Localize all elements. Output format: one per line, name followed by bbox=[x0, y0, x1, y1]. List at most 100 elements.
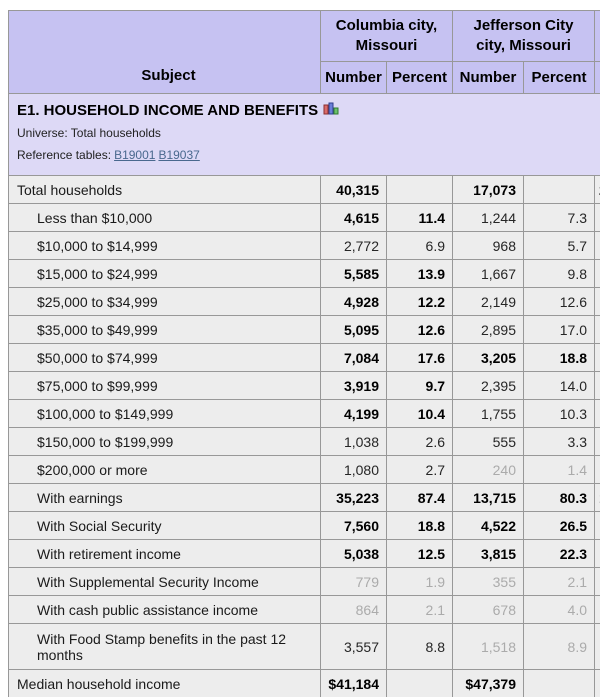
geography-header-row: Subject Columbia city, Missouri Jefferso… bbox=[8, 10, 600, 94]
next-column-partial-cell bbox=[594, 371, 600, 400]
percent-cell bbox=[386, 669, 453, 697]
number-cell: 17,073 bbox=[452, 175, 524, 204]
table-row: With retirement income 5,038 12.5 3,815 22.3 bbox=[8, 539, 600, 568]
percent-cell: 26.5 bbox=[522, 511, 596, 540]
row-label: Less than $10,000 bbox=[8, 203, 321, 232]
row-label: With retirement income bbox=[8, 539, 321, 568]
next-column-header-partial bbox=[594, 61, 600, 94]
universe-note: Universe: Total households bbox=[17, 126, 161, 140]
number-cell: 40,315 bbox=[320, 175, 387, 204]
table-row: $50,000 to $74,999 7,084 17.6 3,205 18.8 bbox=[8, 343, 600, 372]
number-cell: 4,615 bbox=[320, 203, 387, 232]
next-column-partial-cell bbox=[594, 539, 600, 568]
number-cell: 5,095 bbox=[320, 315, 387, 344]
percent-column-header: Percent bbox=[522, 61, 596, 94]
percent-cell: 4.0 bbox=[522, 595, 596, 624]
percent-cell: 2.1 bbox=[522, 567, 596, 596]
number-cell: 4,522 bbox=[452, 511, 524, 540]
reference-tables: Reference tables: B19001 B19037 bbox=[17, 148, 600, 162]
number-cell: 968 bbox=[452, 231, 524, 260]
next-column-partial-cell bbox=[594, 455, 600, 484]
next-column-partial-cell bbox=[594, 231, 600, 260]
row-label: With Supplemental Security Income bbox=[8, 567, 321, 596]
bar-chart-icon[interactable] bbox=[323, 101, 339, 119]
table-row: $150,000 to $199,999 1,038 2.6 555 3.3 bbox=[8, 427, 600, 456]
number-cell: 1,755 bbox=[452, 399, 524, 428]
table-row: With Food Stamp benefits in the past 12 … bbox=[8, 623, 600, 670]
table-row: $100,000 to $149,999 4,199 10.4 1,755 10.3 bbox=[8, 399, 600, 428]
next-column-partial-cell bbox=[594, 427, 600, 456]
number-cell: 1,244 bbox=[452, 203, 524, 232]
reference-link-b19037[interactable]: B19037 bbox=[158, 148, 200, 162]
percent-cell: 10.4 bbox=[386, 399, 453, 428]
next-column-partial-cell bbox=[594, 315, 600, 344]
next-column-partial-cell bbox=[594, 595, 600, 624]
next-column-partial-cell: 1 bbox=[594, 483, 600, 512]
reference-tables-label: Reference tables: bbox=[17, 148, 112, 162]
table-row: Median household income $41,184 $47,379 bbox=[8, 669, 600, 697]
row-label: $15,000 to $24,999 bbox=[8, 259, 321, 288]
row-label: $75,000 to $99,999 bbox=[8, 371, 321, 400]
measure-header-row: Number Percent Number Percent bbox=[9, 61, 600, 94]
number-cell: 5,585 bbox=[320, 259, 387, 288]
percent-cell: 1.4 bbox=[522, 455, 596, 484]
number-cell: 4,199 bbox=[320, 399, 387, 428]
reference-link-b19001[interactable]: B19001 bbox=[114, 148, 156, 162]
number-cell: 1,080 bbox=[320, 455, 387, 484]
percent-cell: 11.4 bbox=[386, 203, 453, 232]
number-cell: 3,919 bbox=[320, 371, 387, 400]
row-label: With Food Stamp benefits in the past 12 … bbox=[8, 623, 321, 670]
number-cell: $47,379 bbox=[452, 669, 524, 697]
next-column-partial-cell bbox=[594, 343, 600, 372]
row-label: Total households bbox=[8, 175, 321, 204]
number-column-header: Number bbox=[452, 61, 524, 94]
percent-cell bbox=[522, 669, 596, 697]
percent-cell: 1.9 bbox=[386, 567, 453, 596]
percent-column-header: Percent bbox=[386, 61, 453, 94]
row-label: $100,000 to $149,999 bbox=[8, 399, 321, 428]
number-cell: 555 bbox=[452, 427, 524, 456]
number-cell: 3,557 bbox=[320, 623, 387, 670]
percent-cell: 12.6 bbox=[386, 315, 453, 344]
percent-cell: 22.3 bbox=[522, 539, 596, 568]
row-label: $10,000 to $14,999 bbox=[8, 231, 321, 260]
percent-cell bbox=[386, 175, 453, 204]
number-cell: 1,038 bbox=[320, 427, 387, 456]
percent-cell: 18.8 bbox=[522, 343, 596, 372]
percent-cell: 5.7 bbox=[522, 231, 596, 260]
number-cell: 678 bbox=[452, 595, 524, 624]
percent-cell: 10.3 bbox=[522, 399, 596, 428]
income-benefits-table: Subject Columbia city, Missouri Jefferso… bbox=[7, 10, 600, 697]
percent-cell: 8.8 bbox=[386, 623, 453, 670]
row-label: $200,000 or more bbox=[8, 455, 321, 484]
number-cell: $41,184 bbox=[320, 669, 387, 697]
table-row: With Social Security 7,560 18.8 4,522 26.5 bbox=[8, 511, 600, 540]
number-cell: 4,928 bbox=[320, 287, 387, 316]
subject-column-header: Subject bbox=[8, 10, 321, 94]
number-cell: 13,715 bbox=[452, 483, 524, 512]
percent-cell: 17.6 bbox=[386, 343, 453, 372]
table-row: $200,000 or more 1,080 2.7 240 1.4 bbox=[8, 455, 600, 484]
row-label: $35,000 to $49,999 bbox=[8, 315, 321, 344]
number-cell: 864 bbox=[320, 595, 387, 624]
number-cell: 779 bbox=[320, 567, 387, 596]
number-cell: 2,895 bbox=[452, 315, 524, 344]
number-cell: 7,084 bbox=[320, 343, 387, 372]
number-column-header: Number bbox=[320, 61, 387, 94]
percent-cell: 14.0 bbox=[522, 371, 596, 400]
percent-cell: 7.3 bbox=[522, 203, 596, 232]
next-column-partial-cell bbox=[594, 203, 600, 232]
next-column-partial-cell bbox=[594, 511, 600, 540]
next-column-partial-cell: 2 bbox=[594, 175, 600, 204]
number-cell: 3,205 bbox=[452, 343, 524, 372]
percent-cell: 12.2 bbox=[386, 287, 453, 316]
section-header-cell: E1. HOUSEHOLD INCOME AND BENEFITS Univer… bbox=[7, 93, 600, 176]
number-cell: 2,772 bbox=[320, 231, 387, 260]
percent-cell: 80.3 bbox=[522, 483, 596, 512]
next-column-partial-cell bbox=[594, 567, 600, 596]
column-group-columbia: Columbia city, Missouri bbox=[320, 10, 453, 62]
percent-cell: 9.8 bbox=[522, 259, 596, 288]
percent-cell: 87.4 bbox=[386, 483, 453, 512]
